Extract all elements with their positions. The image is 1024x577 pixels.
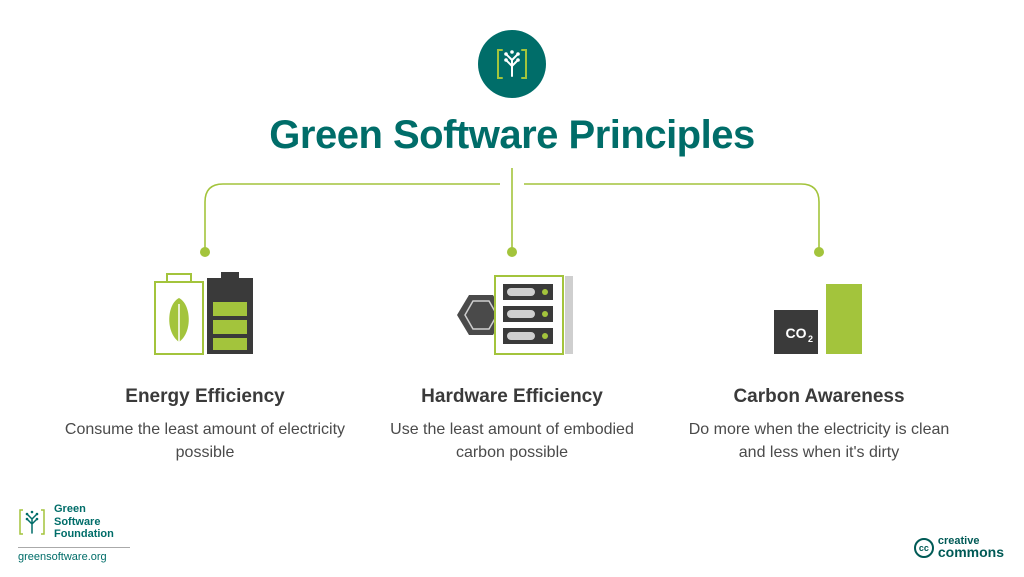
principle-heading: Hardware Efficiency — [367, 386, 657, 408]
svg-text:2: 2 — [808, 334, 813, 344]
main-title: Green Software Principles — [0, 113, 1024, 158]
principle-heading: Carbon Awareness — [674, 386, 964, 408]
principle-carbon: CO 2 Carbon Awareness Do more when the e… — [674, 260, 964, 464]
tree-bracket-icon — [492, 44, 532, 84]
principle-body: Do more when the electricity is clean an… — [674, 418, 964, 464]
infographic-stage: Green Software Principles Energy Efficie… — [0, 0, 1024, 577]
cc-text: creative commons — [938, 537, 1004, 559]
logo-circle — [478, 30, 546, 98]
principle-body: Use the least amount of embodied carbon … — [367, 418, 657, 464]
principle-hardware: Hardware Efficiency Use the least amount… — [367, 260, 657, 464]
principle-body: Consume the least amount of electricity … — [60, 418, 350, 464]
brand-text: Green Software Foundation — [54, 503, 114, 541]
svg-text:CO: CO — [786, 325, 807, 341]
carbon-icon: CO 2 — [674, 260, 964, 360]
brand-icon — [18, 507, 46, 537]
energy-icon — [60, 260, 350, 360]
footer-cc: cc creative commons — [914, 537, 1004, 559]
cc-icon: cc — [914, 538, 934, 558]
footer-brand: Green Software Foundation greensoftware.… — [18, 503, 130, 563]
brand-url: greensoftware.org — [18, 547, 130, 563]
principle-heading: Energy Efficiency — [60, 386, 350, 408]
principle-energy: Energy Efficiency Consume the least amou… — [60, 260, 350, 464]
hardware-icon — [367, 260, 657, 360]
